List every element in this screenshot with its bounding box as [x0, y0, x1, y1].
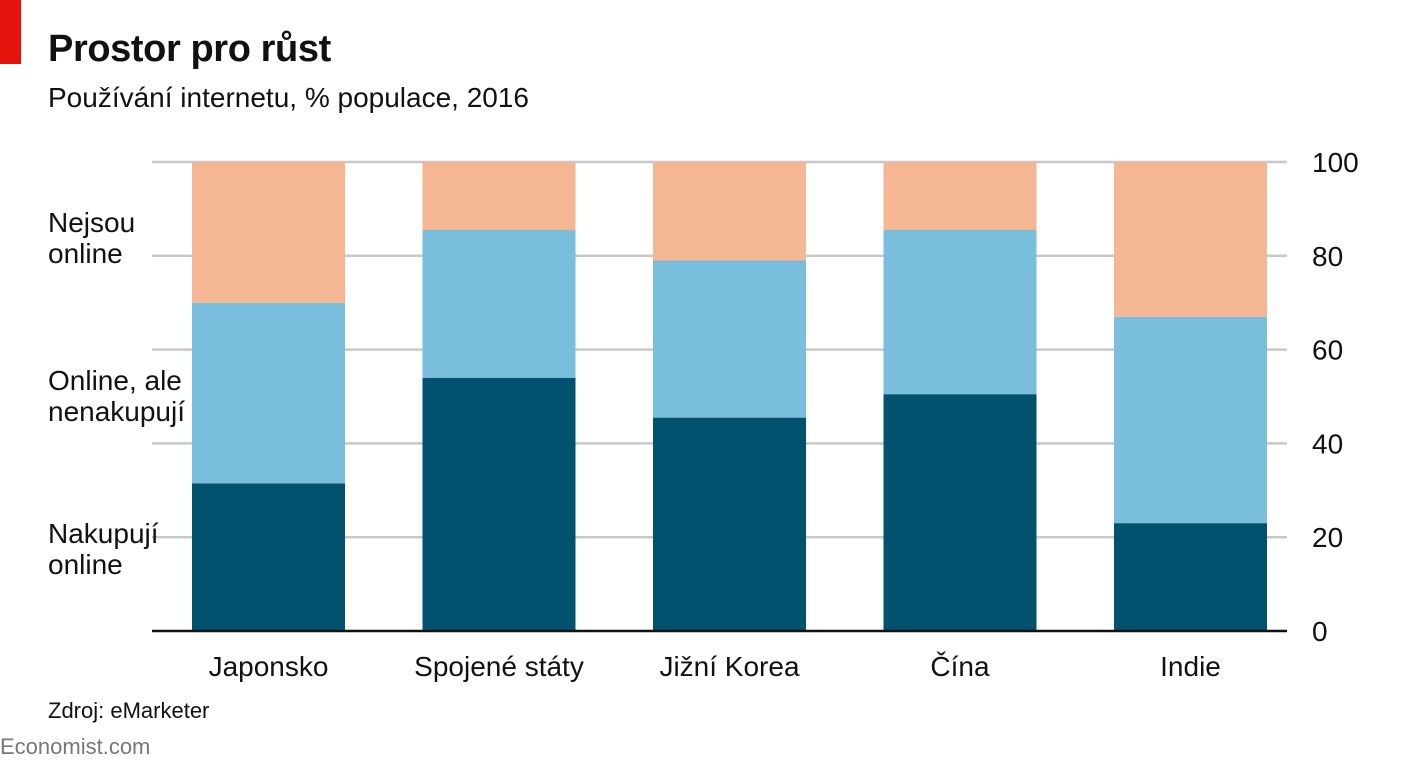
x-category-label: Japonsko — [209, 651, 329, 682]
bar-segment — [883, 230, 1037, 395]
chart-title: Prostor pro růst — [48, 28, 331, 70]
y-tick-label: 100 — [1312, 147, 1359, 178]
bar-segment — [1114, 316, 1267, 524]
chart-subtitle: Používání internetu, % populace, 2016 — [48, 82, 530, 113]
legend-label-not-online: Nejsou online — [48, 207, 136, 269]
x-category-label: Indie — [1160, 651, 1221, 682]
bar-segment — [192, 302, 345, 484]
brand-red-tag — [0, 0, 21, 64]
bar-segment — [653, 417, 806, 631]
x-category-label: Čína — [930, 651, 990, 682]
bar-segment — [422, 230, 576, 378]
y-tick-label: 40 — [1312, 428, 1343, 459]
bar-segment — [1114, 162, 1267, 317]
y-tick-label: 20 — [1312, 522, 1343, 553]
bar-segment — [653, 162, 806, 261]
legend-label-buying-online: Nakupují online — [48, 518, 159, 580]
bar-segment — [422, 377, 576, 631]
y-tick-label: 0 — [1312, 616, 1328, 647]
source-note: Zdroj: eMarketer — [48, 698, 210, 723]
x-category-label: Jižní Korea — [659, 651, 799, 682]
bar-segment — [192, 483, 345, 631]
bar-segment — [883, 394, 1037, 631]
bar-segment — [192, 162, 345, 303]
bar-segment — [1114, 523, 1267, 631]
y-tick-label: 80 — [1312, 241, 1343, 272]
credit-note: Economist.com — [0, 734, 151, 759]
x-category-label: Spojené státy — [414, 651, 584, 682]
bar-segment — [883, 162, 1037, 231]
y-tick-label: 60 — [1312, 335, 1343, 366]
legend-label-online-not-buying: Online, ale nenakupují — [48, 365, 186, 427]
bar-segment — [422, 162, 576, 231]
bar-segment — [653, 260, 806, 418]
